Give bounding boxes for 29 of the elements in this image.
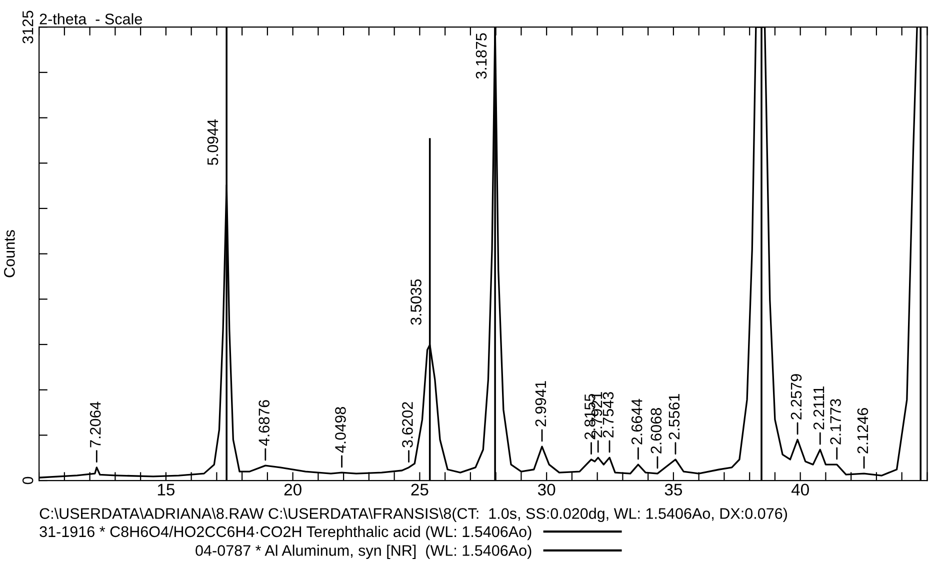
annotation: 4.6876 bbox=[258, 400, 270, 446]
annotation: 4.0498 bbox=[335, 407, 346, 453]
y-tick-label: 0 bbox=[22, 476, 34, 484]
annotation: 2.6644 bbox=[631, 398, 642, 444]
annotation: 3.1875 bbox=[476, 33, 487, 79]
x-axis-title: 2-theta - Scale bbox=[40, 13, 142, 24]
legend-label: 04-0787 * Al Aluminum, syn [NR] (WL: 1.5406Ao) bbox=[196, 544, 532, 559]
y-tick-label: 3125 bbox=[22, 10, 34, 44]
annotation: 2.1246 bbox=[857, 408, 868, 454]
x-tick-label: 35 bbox=[664, 484, 682, 496]
annotation: 2.5561 bbox=[668, 394, 680, 440]
annotation: 2.2579 bbox=[790, 374, 802, 420]
annotation: 5.0944 bbox=[207, 119, 218, 166]
x-tick-label: 30 bbox=[538, 484, 556, 496]
text: C:\USERDATA\ADRIANA\8.RAW C:\USERDATA\FRANSIS\8(CT: 1.0s, SS:0.020dg, WL: 1.5406Ao, DX:0.076) bbox=[40, 508, 787, 522]
x-tick-label: 20 bbox=[284, 484, 302, 496]
annotation: 2.9941 bbox=[535, 381, 546, 426]
annotation: 3.6202 bbox=[402, 402, 413, 448]
annotation: 7.2064 bbox=[90, 402, 101, 448]
annotation: 2.1773 bbox=[830, 399, 841, 444]
x-tick-label: 15 bbox=[158, 484, 175, 496]
x-tick-label: 25 bbox=[411, 484, 428, 496]
legend-label: 31-1916 * C8H6O4/HO2CC6H4·CO2H Terephthalic acid (WL: 1.5406Ao) bbox=[40, 526, 532, 540]
annotation: 3.5035 bbox=[410, 279, 422, 325]
annotation: 2.2111 bbox=[813, 386, 824, 430]
annotation: 2.7543 bbox=[602, 392, 614, 438]
x-tick-label: 40 bbox=[791, 484, 809, 496]
annotation: 2.6068 bbox=[650, 408, 662, 454]
y-axis-title: Counts bbox=[4, 230, 15, 278]
